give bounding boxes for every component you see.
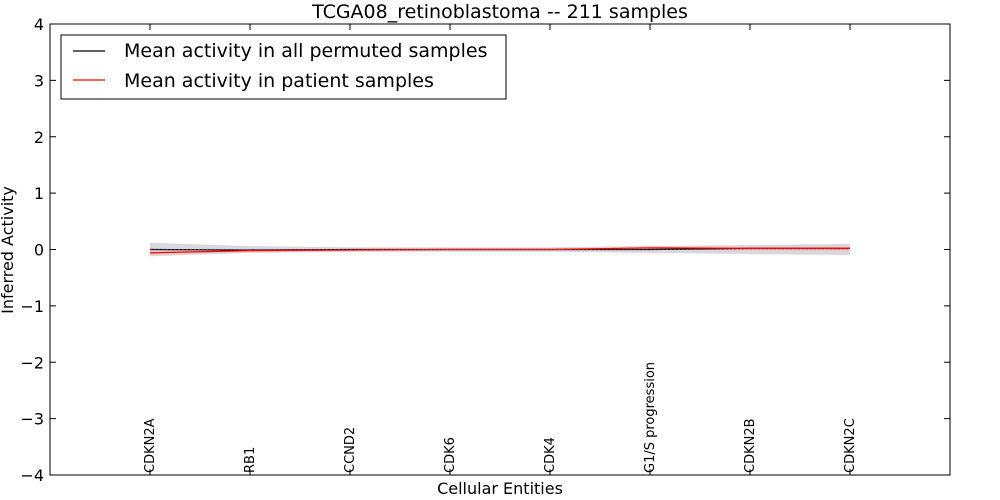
x-axis-ticks — [149, 24, 851, 475]
category-label: CCND2 — [343, 427, 358, 473]
category-label: G1/S progression — [643, 362, 658, 473]
legend: Mean activity in all permuted samples Me… — [60, 34, 507, 100]
category-label: CDKN2C — [843, 418, 858, 473]
y-tick-label: 3 — [34, 71, 44, 90]
chart-title: TCGA08_retinoblastoma -- 211 samples — [311, 1, 688, 23]
legend-label-permuted: Mean activity in all permuted samples — [124, 40, 487, 62]
y-tick-label: 0 — [34, 241, 44, 260]
legend-label-patient: Mean activity in patient samples — [124, 70, 434, 92]
legend-box — [60, 34, 507, 100]
category-labels: CDKN2A RB1 CCND2 CDK6 CDK4 G1/S progression CD… — [143, 362, 858, 473]
y-tick-label: 1 — [34, 184, 44, 203]
y-tick-label: −3 — [20, 410, 44, 429]
y-axis-ticks: 4 3 2 1 0 −1 −2 −3 −4 — [20, 15, 950, 485]
y-axis-label: Inferred Activity — [0, 186, 17, 314]
x-axis-label: Cellular Entities — [437, 479, 563, 498]
y-tick-label: −4 — [20, 466, 44, 485]
category-label: RB1 — [243, 447, 258, 473]
series-lines — [149, 247, 850, 254]
category-label: CDK4 — [543, 437, 558, 473]
category-label: CDKN2A — [143, 418, 158, 473]
y-tick-label: 4 — [34, 15, 44, 34]
y-tick-label: −1 — [20, 297, 44, 316]
y-tick-label: 2 — [34, 128, 44, 147]
y-tick-label: −2 — [20, 353, 44, 372]
category-label: CDK6 — [443, 437, 458, 473]
category-label: CDKN2B — [743, 418, 758, 473]
